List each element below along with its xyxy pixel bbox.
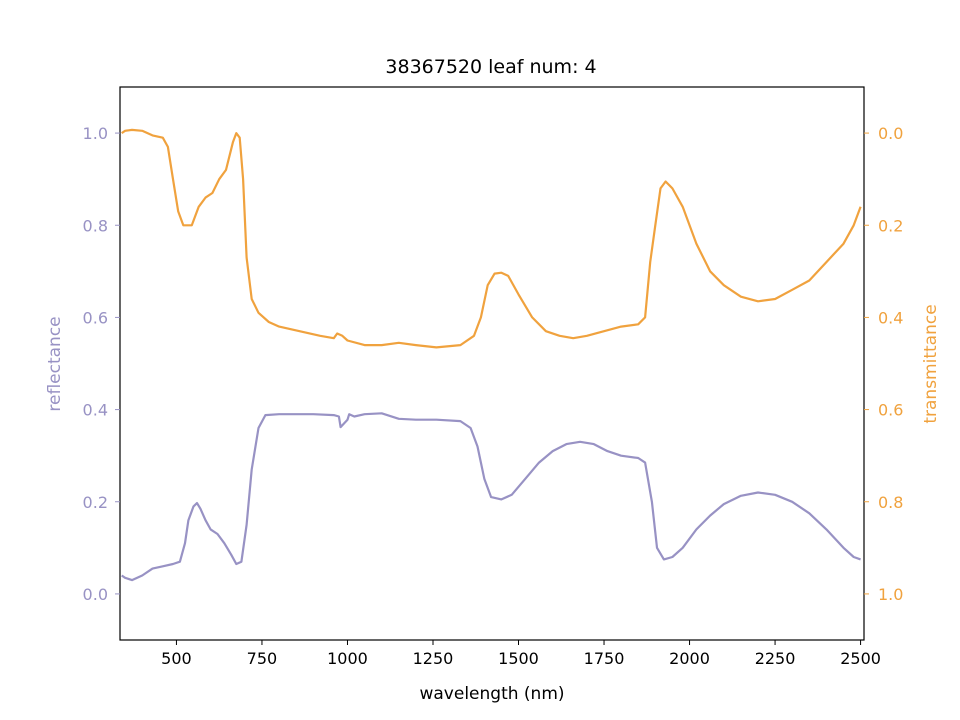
- right-tick-label: 0.4: [878, 308, 903, 327]
- x-axis-label: wavelength (nm): [419, 684, 564, 704]
- right-tick-label: 0.6: [878, 401, 903, 420]
- right-axis-label: transmittance: [921, 304, 941, 423]
- x-tick-label: 1000: [327, 649, 368, 668]
- left-tick-label: 0.0: [83, 585, 108, 604]
- x-tick-label: 1750: [584, 649, 625, 668]
- left-axis-label: reflectance: [45, 316, 65, 411]
- left-tick-label: 0.8: [83, 216, 108, 235]
- x-tick-label: 500: [161, 649, 192, 668]
- left-tick-label: 0.4: [83, 401, 108, 420]
- left-tick-label: 0.6: [83, 308, 108, 327]
- right-tick-label: 0.8: [878, 493, 903, 512]
- right-tick-label: 0.2: [878, 216, 903, 235]
- x-tick-label: 1500: [498, 649, 539, 668]
- reflectance-line: [121, 412, 861, 582]
- right-tick-label: 0.0: [878, 124, 903, 143]
- left-axis-ticks: 0.0 0.2 0.4 0.6 0.8 1.0: [83, 124, 120, 604]
- x-tick-label: 2000: [669, 649, 710, 668]
- x-axis-ticks: 500 750 1000 1250 1500 1750 2000 2250 2500: [161, 640, 881, 668]
- x-tick-label: 750: [247, 649, 278, 668]
- left-tick-label: 0.2: [83, 493, 108, 512]
- x-tick-label: 2500: [840, 649, 881, 668]
- right-tick-label: 1.0: [878, 585, 903, 604]
- series-lines: [121, 128, 862, 582]
- left-tick-label: 1.0: [83, 124, 108, 143]
- x-tick-label: 1250: [413, 649, 454, 668]
- right-axis-ticks: 0.0 0.2 0.4 0.6 0.8 1.0: [864, 124, 903, 604]
- transmittance-line: [121, 128, 862, 349]
- chart-title: 38367520 leaf num: 4: [385, 56, 596, 78]
- x-tick-label: 2250: [755, 649, 796, 668]
- plot-frame: [119, 86, 865, 641]
